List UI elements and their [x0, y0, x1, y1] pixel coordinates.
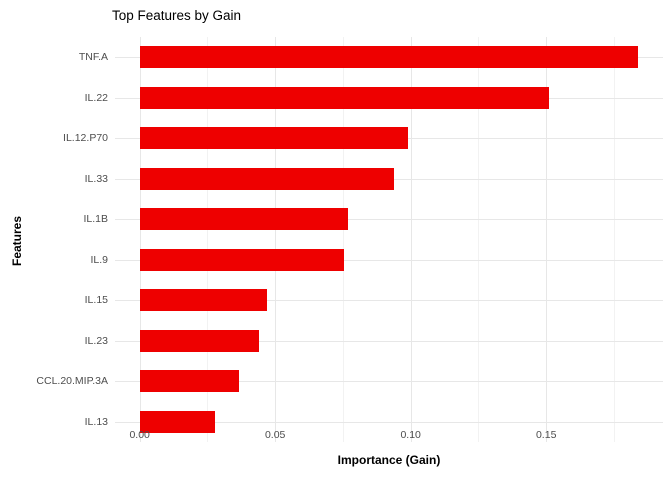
gridline-horizontal	[115, 219, 663, 221]
gridline-major-vertical	[139, 37, 141, 442]
gridline-horizontal	[115, 259, 663, 261]
bar-il-13	[139, 410, 215, 433]
gridline-horizontal	[115, 381, 663, 383]
gridline-major-vertical	[275, 37, 277, 442]
y-tick-label: CCL.20.MIP.3A	[36, 375, 108, 388]
gridline-minor-vertical	[613, 37, 615, 442]
bar-il-22	[139, 86, 549, 109]
x-tick-label: 0.00	[129, 429, 150, 441]
plot-panel	[115, 37, 663, 442]
bar-ccl-20-mip-3a	[139, 370, 239, 393]
bar-il-12-p70	[139, 127, 408, 150]
gridline-horizontal	[115, 300, 663, 302]
chart-title: Top Features by Gain	[112, 8, 242, 23]
bar-il-9	[139, 248, 345, 271]
y-tick-label: IL.15	[84, 294, 108, 307]
y-axis-title: Features	[10, 215, 24, 266]
bar-il-23	[139, 329, 259, 352]
x-axis-title: Importance (Gain)	[337, 453, 441, 467]
y-tick-label: IL.1B	[83, 213, 108, 226]
x-tick-label: 0.10	[400, 429, 421, 441]
bar-il-1b	[139, 208, 349, 231]
y-tick-label: IL.13	[84, 415, 108, 428]
gridline-minor-vertical	[207, 37, 209, 442]
gridline-horizontal	[115, 340, 663, 342]
gridline-minor-vertical	[342, 37, 344, 442]
gridline-major-vertical	[410, 37, 412, 442]
x-tick-label: 0.05	[264, 429, 286, 441]
y-tick-label: IL.23	[84, 334, 108, 347]
gridline-minor-vertical	[478, 37, 480, 442]
bar-il-15	[139, 289, 268, 312]
y-tick-label: IL.9	[90, 253, 108, 266]
bar-il-33	[139, 167, 395, 190]
y-tick-label: IL.12.P70	[63, 132, 108, 145]
bar-tnf-a	[139, 46, 639, 69]
y-tick-label: IL.22	[84, 91, 108, 104]
gridline-major-vertical	[546, 37, 548, 442]
x-tick-label: 0.15	[535, 429, 557, 441]
y-tick-label: IL.33	[84, 172, 108, 185]
gridline-horizontal	[115, 421, 663, 423]
y-tick-label: TNF.A	[78, 51, 108, 64]
